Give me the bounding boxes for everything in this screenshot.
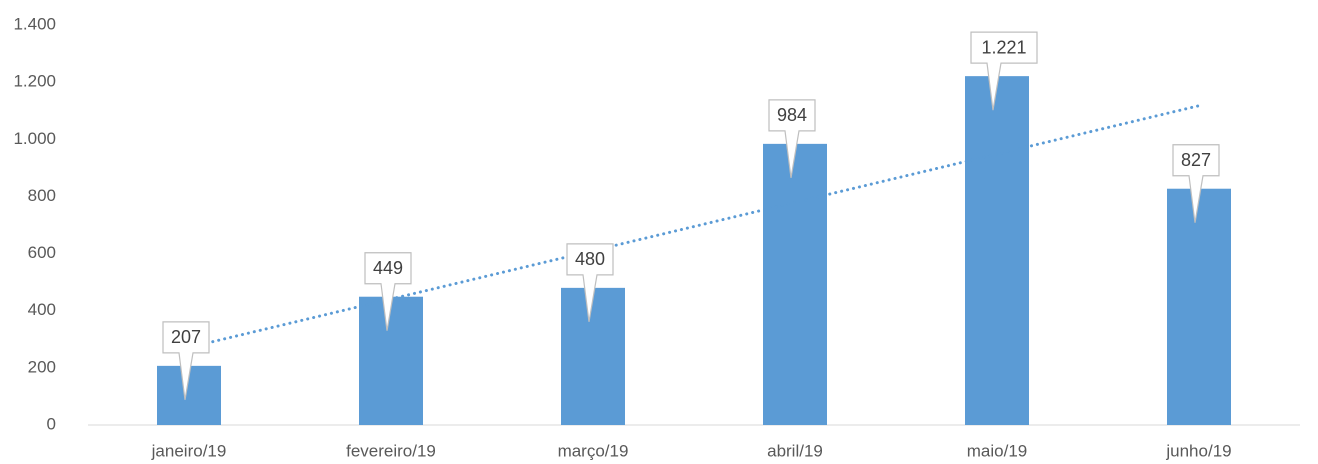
y-tick-label: 1.200	[13, 72, 56, 91]
value-label: 449	[373, 258, 403, 278]
value-label: 1.221	[981, 37, 1026, 57]
x-tick-label: janeiro/19	[151, 441, 227, 460]
y-tick-label: 400	[28, 300, 56, 319]
trendline	[187, 104, 1201, 349]
bar	[1167, 188, 1231, 425]
x-tick-label: fevereiro/19	[346, 441, 436, 460]
value-label: 480	[575, 249, 605, 269]
value-label: 984	[777, 105, 807, 125]
y-tick-label: 200	[28, 357, 56, 376]
bar	[359, 296, 423, 425]
bar	[763, 143, 827, 425]
y-tick-label: 1.400	[13, 14, 56, 33]
label-callout	[1172, 144, 1220, 223]
x-tick-label: março/19	[558, 441, 629, 460]
label-callout	[566, 243, 614, 322]
label-callout	[768, 99, 816, 178]
bar	[561, 287, 625, 425]
y-tick-label: 800	[28, 186, 56, 205]
y-tick-label: 600	[28, 243, 56, 262]
y-tick-label: 0	[47, 414, 56, 433]
label-callout	[970, 31, 1038, 111]
label-callout	[162, 321, 210, 400]
x-tick-label: maio/19	[967, 441, 1027, 460]
x-tick-label: abril/19	[767, 441, 823, 460]
label-callout	[364, 252, 412, 331]
value-label: 827	[1181, 150, 1211, 170]
bar	[965, 76, 1029, 426]
y-tick-label: 1.000	[13, 129, 56, 148]
value-label: 207	[171, 327, 201, 347]
x-tick-label: junho/19	[1165, 441, 1231, 460]
